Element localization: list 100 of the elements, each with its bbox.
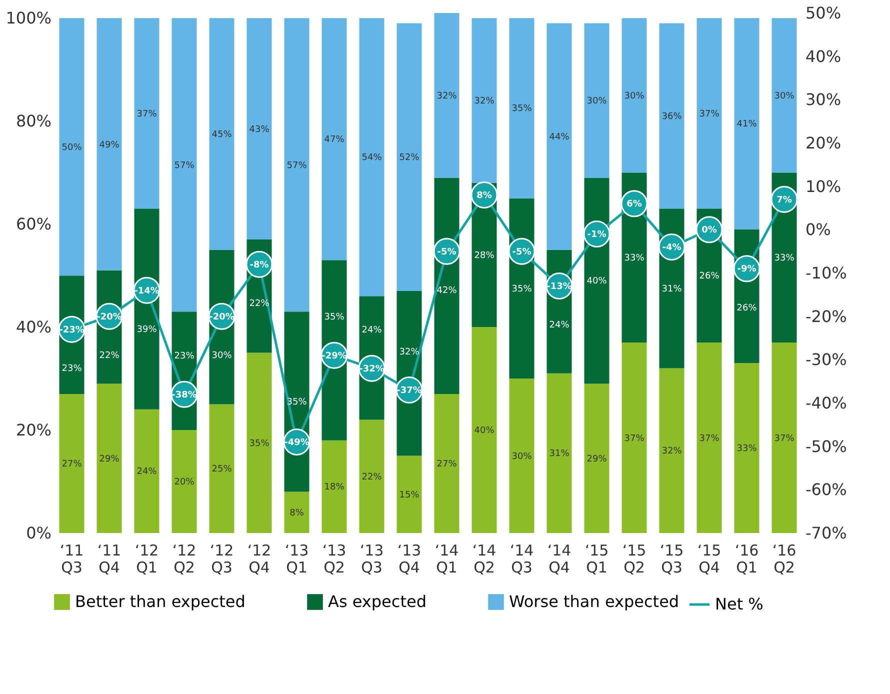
bar [59,18,84,276]
data-label: 49% [99,140,120,150]
bar [734,18,760,230]
data-label: 20% [174,478,195,488]
data-label: -4% [662,243,682,253]
data-label: 28% [474,250,495,261]
legend-label: Worse than expected [509,592,680,611]
bar [96,384,122,533]
data-label: 24% [549,320,570,331]
data-label: 41% [736,120,758,130]
x-tick-label: ‘14 Q1 [434,542,459,576]
y-tick-label: 40% [16,318,52,337]
data-label: 26% [736,303,758,314]
bar [472,18,497,183]
y2-tick-label: -60% [806,480,847,500]
bar [696,342,722,533]
data-label: 32% [474,96,495,107]
data-label: 22% [249,298,270,309]
data-label: 22% [362,472,382,482]
data-label: 33% [624,254,645,264]
data-label: -5% [437,247,456,258]
data-label: 27% [62,459,82,470]
y2-tick-label: -50% [806,436,847,456]
bar [284,18,310,312]
data-label: -23% [59,325,84,336]
x-tick-label: ‘14 Q2 [472,542,496,576]
data-label: -5% [512,247,532,258]
data-label: 30% [586,96,608,107]
y2-tick-label: 30% [806,90,842,110]
bar [96,18,122,270]
x-tick-label: ‘13 Q2 [322,542,346,576]
data-label: 37% [136,109,158,120]
data-label: 37% [624,434,645,444]
data-label: 22% [99,350,120,361]
data-label: 24% [362,326,382,336]
y-tick-label: 60% [16,214,52,234]
data-label: 15% [399,490,420,500]
y2-tick-label: -20% [806,306,847,326]
data-label: -8% [250,260,269,270]
data-label: 8% [290,508,304,518]
bar [172,430,197,533]
y2-tick-label: 50% [806,4,842,22]
bar [546,373,572,533]
data-label: 33% [774,254,795,264]
bar [584,23,610,178]
data-label: 23% [62,364,82,374]
x-tick-label: ‘12 Q2 [172,542,196,576]
bar [396,456,422,533]
data-label: 33% [736,444,758,454]
bar [434,394,460,533]
data-label: 24% [136,467,158,478]
data-label: 29% [586,454,608,464]
data-label: 40% [474,426,495,436]
bar [209,404,234,533]
data-label: 50% [62,142,82,153]
data-label: -32% [359,364,384,374]
y2-tick-label: -40% [806,394,847,412]
data-label: 30% [774,91,795,102]
data-label: 44% [549,132,570,143]
data-label: 32% [436,91,458,102]
legend-label: As expected [328,592,426,611]
data-label: 36% [662,112,682,122]
x-tick-label: ‘15 Q4 [697,542,722,576]
data-label: 57% [286,160,308,171]
x-tick-label: ‘12 Q1 [134,542,159,576]
x-tick-label: ‘12 Q3 [210,542,234,576]
x-tick-label: ‘14 Q4 [547,542,572,576]
data-label: 35% [324,312,345,323]
bar [696,18,722,209]
y2-tick-label: -70% [806,524,847,542]
data-label: 18% [324,482,345,493]
data-label: -1% [587,230,606,240]
data-label: -38% [172,390,197,400]
bar [509,378,534,533]
y2-tick-label: 20% [806,134,842,152]
y-tick-label: 0% [26,524,52,542]
data-label: 31% [662,284,682,294]
data-label: 57% [174,160,195,171]
bar [772,342,797,533]
data-label: 30% [624,91,645,102]
data-label: 37% [699,109,720,120]
x-tick-label: ‘14 Q3 [510,542,534,576]
x-tick-label: ‘13 Q4 [397,542,422,576]
data-label: -20% [96,312,122,322]
bar [734,363,760,533]
data-label: 35% [286,398,308,408]
data-label: 6% [626,200,642,210]
data-label: 29% [99,454,120,464]
x-tick-label: ‘11 Q3 [60,542,84,576]
data-label: 39% [136,324,158,335]
bar [359,18,384,296]
data-label: 42% [436,286,458,296]
data-label: 35% [512,284,532,294]
data-label: 47% [324,135,345,146]
bar [509,18,534,198]
x-tick-label: ‘15 Q1 [584,542,609,576]
data-label: -29% [322,351,347,362]
data-label: 25% [212,464,232,475]
x-tick-label: ‘13 Q3 [360,542,384,576]
y2-tick-label: 40% [806,46,842,66]
